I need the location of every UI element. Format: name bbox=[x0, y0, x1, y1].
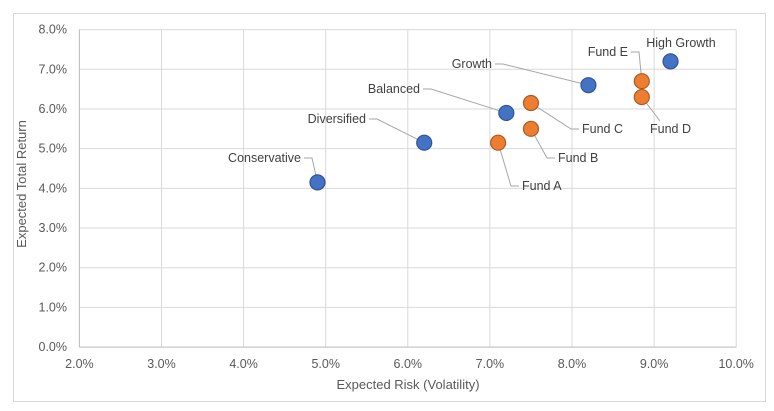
y-tick-label: 5.0% bbox=[39, 142, 68, 156]
x-tick-label: 2.0% bbox=[65, 357, 94, 371]
chart-frame bbox=[13, 13, 766, 402]
y-tick-label: 1.0% bbox=[39, 300, 68, 314]
point-fund-d[interactable] bbox=[633, 88, 650, 106]
point-conservative[interactable] bbox=[309, 174, 326, 191]
leader-line-fund-c bbox=[530, 102, 579, 130]
point-label-fund-c: Fund C bbox=[582, 122, 623, 136]
x-tick-label: 8.0% bbox=[558, 357, 587, 371]
point-label-fund-d: Fund D bbox=[650, 122, 691, 136]
point-label-fund-a: Fund A bbox=[522, 179, 562, 193]
y-tick-label: 7.0% bbox=[39, 62, 68, 76]
leader-line-fund-e bbox=[631, 51, 643, 82]
y-tick-labels: 0.0% 1.0% 2.0% 3.0% 4.0% 5.0% 6.0% 7.0% 8.0% bbox=[39, 23, 68, 355]
data-points bbox=[309, 53, 679, 191]
axis-lines bbox=[78, 29, 737, 348]
point-balanced[interactable] bbox=[498, 104, 515, 122]
x-tick-label: 7.0% bbox=[476, 357, 505, 371]
leader-line-fund-b bbox=[530, 128, 555, 159]
x-tick-labels: 2.0% 3.0% 4.0% 5.0% 6.0% 7.0% 8.0% 9.0% 10.0% bbox=[65, 357, 754, 371]
x-tick-label: 3.0% bbox=[147, 357, 176, 371]
x-tick-label: 5.0% bbox=[311, 357, 340, 371]
x-tick-label: 6.0% bbox=[394, 357, 423, 371]
point-diversified[interactable] bbox=[416, 134, 433, 151]
point-labels: Conservative Diversified Balanced Growth Hig… bbox=[228, 36, 716, 193]
x-tick-label: 9.0% bbox=[640, 357, 669, 371]
y-tick-label: 2.0% bbox=[39, 261, 68, 275]
x-axis-title: Expected Risk (Volatility) bbox=[336, 377, 479, 392]
point-high-growth[interactable] bbox=[662, 53, 679, 70]
point-label-diversified: Diversified bbox=[308, 112, 366, 126]
leader-line-growth bbox=[495, 63, 589, 86]
point-growth[interactable] bbox=[580, 77, 597, 94]
leader-lines bbox=[304, 51, 661, 187]
leader-line-diversified bbox=[369, 118, 425, 144]
leader-line-fund-a bbox=[497, 142, 519, 187]
x-tick-label: 10.0% bbox=[718, 357, 753, 371]
point-label-growth: Growth bbox=[452, 57, 492, 71]
point-label-high-growth: High Growth bbox=[646, 36, 716, 50]
y-tick-label: 6.0% bbox=[39, 102, 68, 116]
y-tick-label: 0.0% bbox=[39, 340, 68, 354]
x-tick-label: 4.0% bbox=[229, 357, 258, 371]
point-fund-e[interactable] bbox=[633, 73, 650, 90]
point-fund-b[interactable] bbox=[522, 120, 540, 137]
point-label-fund-b: Fund B bbox=[558, 151, 598, 165]
y-tick-label: 8.0% bbox=[39, 23, 68, 37]
y-axis-title: Expected Total Return bbox=[14, 120, 29, 248]
point-fund-c[interactable] bbox=[522, 94, 540, 112]
y-tick-label: 4.0% bbox=[39, 181, 68, 195]
point-label-fund-e: Fund E bbox=[588, 45, 628, 59]
y-tick-label: 3.0% bbox=[39, 221, 68, 235]
leader-line-conservative bbox=[304, 157, 318, 183]
point-label-conservative: Conservative bbox=[228, 151, 301, 165]
point-label-balanced: Balanced bbox=[368, 82, 420, 96]
leader-line-balanced bbox=[423, 88, 507, 114]
point-fund-a[interactable] bbox=[490, 134, 507, 151]
